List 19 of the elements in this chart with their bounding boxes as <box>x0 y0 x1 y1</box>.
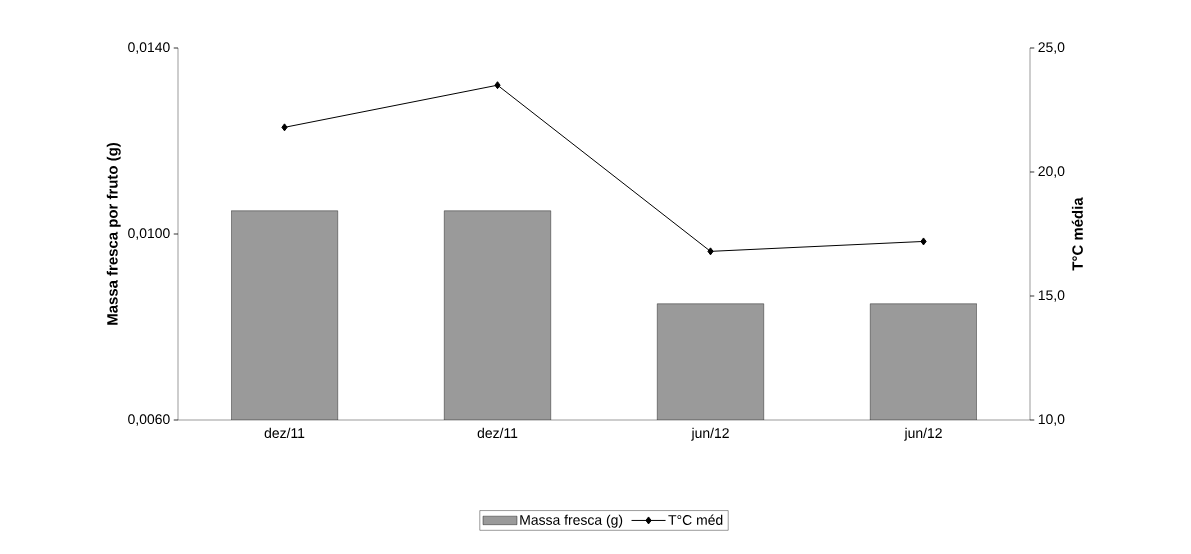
legend-label: Massa fresca (g) <box>520 514 623 528</box>
y2-tick-label: 15,0 <box>1038 290 1065 302</box>
point <box>494 81 501 90</box>
point <box>920 237 927 246</box>
point <box>281 123 288 132</box>
x-tick-label: dez/11 <box>264 427 305 439</box>
point <box>707 247 714 256</box>
y2-axis-title: T°C média <box>1071 197 1083 271</box>
y2-tick-label: 25,0 <box>1038 42 1065 54</box>
y-tick-label: 0,0060 <box>128 414 170 426</box>
x-tick-label: jun/12 <box>691 427 729 441</box>
x-tick-label: jun/12 <box>904 427 942 441</box>
y-tick-label: 0,0140 <box>128 42 170 54</box>
y-tick-label: 0,0100 <box>128 228 170 240</box>
legend-label: T°C méd <box>668 514 723 525</box>
y2-tick-label: 10,0 <box>1038 414 1065 426</box>
y2-tick-label: 20,0 <box>1038 166 1065 178</box>
y-axis-title: Massa fresca por fruto (g) <box>106 143 121 325</box>
x-tick-label: dez/11 <box>477 427 518 439</box>
